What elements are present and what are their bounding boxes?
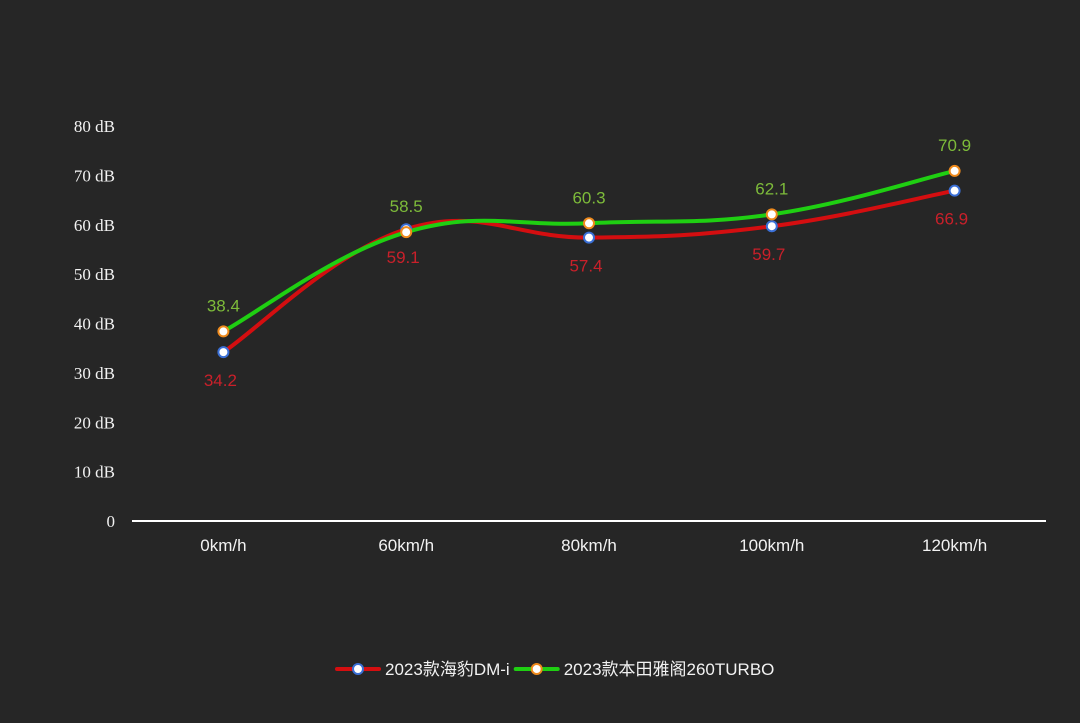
x-tick-label: 120km/h (922, 536, 987, 555)
x-tick-label: 100km/h (739, 536, 804, 555)
data-label: 58.5 (390, 197, 423, 216)
legend-label: 2023款本田雅阁260TURBO (564, 660, 775, 679)
data-point[interactable] (583, 231, 595, 244)
y-tick-label: 40 dB (74, 315, 115, 334)
data-label: 57.4 (569, 257, 602, 276)
legend[interactable]: 2023款海豹DM-i 2023款本田雅阁260TURBO (335, 660, 775, 679)
legend-swatch-marker (352, 663, 364, 675)
legend-label: 2023款海豹DM-i (385, 660, 510, 679)
legend-item-1[interactable]: 2023款海豹DM-i (335, 660, 510, 679)
data-label: 59.7 (752, 245, 785, 264)
x-tick-label: 60km/h (378, 536, 434, 555)
data-label: 70.9 (938, 136, 971, 155)
y-tick-label: 50 dB (74, 265, 115, 284)
data-label: 59.1 (387, 248, 420, 267)
data-label: 38.4 (207, 296, 240, 315)
y-tick-label: 80 dB (74, 117, 115, 136)
data-point[interactable] (765, 220, 778, 233)
data-label: 34.2 (204, 371, 237, 390)
x-tick-label: 80km/h (561, 536, 617, 555)
legend-swatch-marker (530, 663, 543, 675)
data-label: 62.1 (755, 179, 788, 198)
data-point[interactable] (765, 208, 778, 221)
data-point[interactable] (400, 226, 413, 239)
x-axis: 0km/h 60km/h 80km/h 100km/h 120km/h (200, 536, 987, 555)
x-tick-label: 0km/h (200, 536, 246, 555)
series-line-1 (221, 188, 957, 355)
y-tick-label: 60 dB (74, 216, 115, 235)
y-tick-label: 30 dB (74, 364, 115, 383)
data-label: 66.9 (935, 210, 968, 229)
data-point[interactable] (948, 164, 961, 177)
y-tick-label: 10 dB (74, 463, 115, 482)
data-point[interactable] (217, 346, 230, 359)
y-tick-label: 20 dB (74, 413, 115, 432)
y-tick-label: 0 (107, 512, 116, 531)
data-label: 60.3 (572, 188, 605, 207)
legend-item-2[interactable]: 2023款本田雅阁260TURBO (513, 660, 775, 679)
y-axis: 0 10 dB 20 dB 30 dB 40 dB 50 dB 60 dB 70 dB 80 d… (74, 117, 115, 531)
data-point[interactable] (948, 184, 961, 197)
data-point[interactable] (583, 217, 595, 230)
series-markers (217, 164, 961, 359)
data-labels: 34.2 59.1 57.4 59.7 66.9 38.4 58.5 60.3 62.1 70.9 (204, 136, 971, 390)
y-tick-label: 70 dB (74, 166, 115, 185)
data-point[interactable] (217, 325, 230, 338)
